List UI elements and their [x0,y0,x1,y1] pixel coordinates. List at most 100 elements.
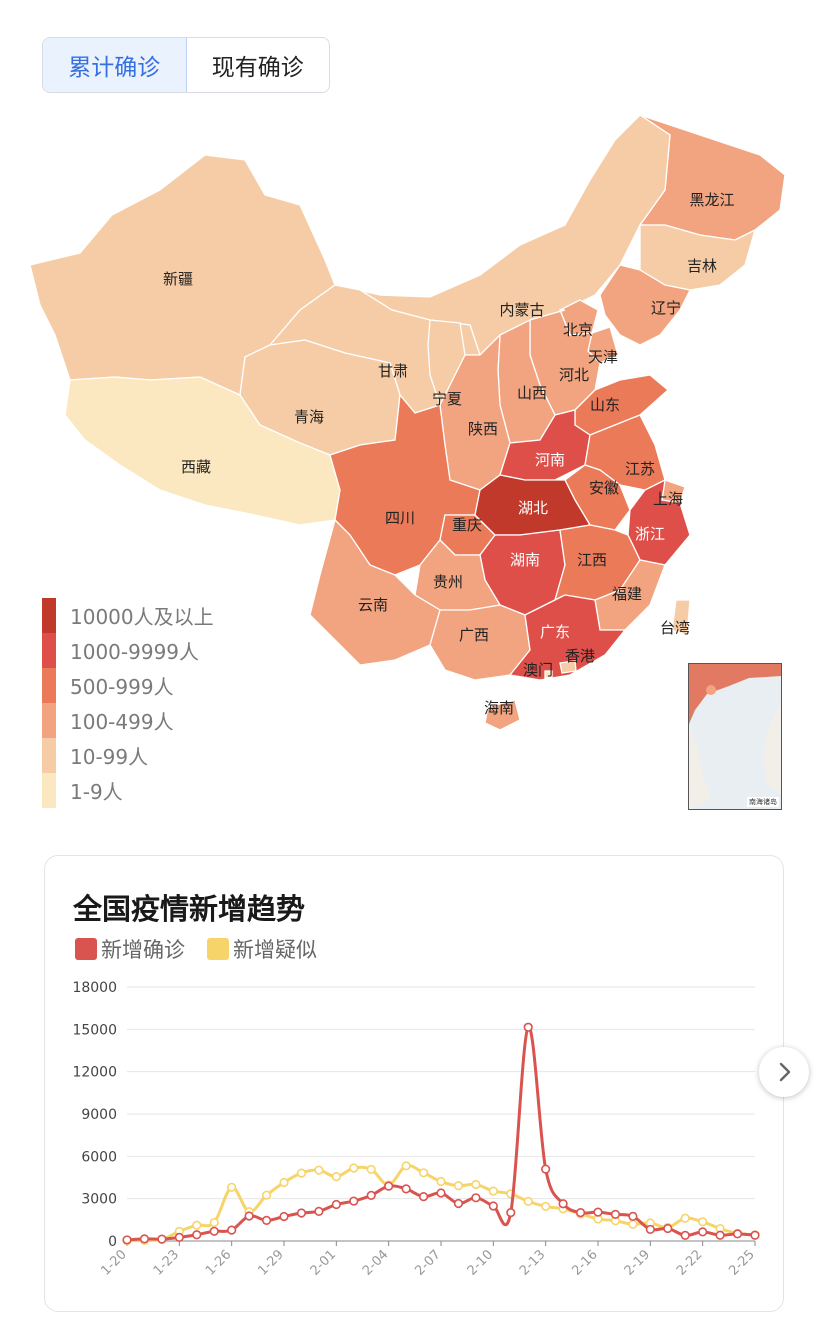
data-point[interactable] [453,1181,464,1191]
data-point[interactable] [698,1217,708,1227]
data-point[interactable] [227,1182,237,1192]
data-point[interactable] [349,1163,359,1173]
y-tick-label: 6000 [81,1149,117,1165]
province-label: 香港 [565,647,595,665]
legend-row-100-499[interactable]: 100-499人 [42,703,214,738]
data-point[interactable] [244,1211,254,1221]
data-point[interactable] [296,1208,307,1218]
x-tick-label: 1-26 [203,1247,234,1278]
data-point[interactable] [628,1219,638,1229]
data-point[interactable] [331,1172,341,1182]
data-point[interactable] [453,1198,464,1209]
data-point[interactable] [680,1213,690,1223]
next-chart-button[interactable] [759,1047,809,1097]
data-point[interactable] [506,1207,516,1218]
map-regions [29,114,786,731]
legend-item-new-suspected[interactable]: 新增疑似 [207,934,317,964]
data-point[interactable] [157,1234,167,1244]
inset-island [706,685,716,695]
data-point[interactable] [261,1215,272,1226]
data-point[interactable] [680,1230,690,1240]
data-point[interactable] [314,1206,324,1216]
data-point[interactable] [645,1224,655,1235]
data-point[interactable] [384,1181,394,1191]
data-point[interactable] [418,1168,429,1178]
data-point[interactable] [575,1208,586,1218]
data-point[interactable] [471,1193,481,1203]
data-point[interactable] [436,1188,446,1198]
province-湖北[interactable] [474,474,592,536]
legend-swatch [42,738,56,773]
x-tick-label: 1-29 [255,1247,286,1278]
province-辽宁[interactable] [599,264,691,346]
data-point[interactable] [488,1201,498,1211]
data-point[interactable] [750,1230,760,1240]
data-point[interactable] [139,1234,150,1244]
legend-row-10000-plus[interactable]: 10000人及以上 [42,598,214,633]
data-point[interactable] [331,1199,341,1210]
legend-row-500-999[interactable]: 500-999人 [42,668,214,703]
data-point[interactable] [366,1190,376,1200]
data-point[interactable] [366,1164,376,1175]
data-point[interactable] [628,1211,638,1221]
south-china-sea-inset: 南海诸岛 [688,663,782,810]
province-台湾[interactable] [671,599,691,636]
legend-row-1-9[interactable]: 1-9人 [42,773,214,808]
data-point[interactable] [593,1207,603,1217]
data-point[interactable] [279,1211,289,1222]
data-point[interactable] [227,1225,237,1235]
province-label: 甘肃 [378,362,408,380]
data-point[interactable] [663,1223,673,1234]
province-海南[interactable] [484,699,521,731]
province-label: 浙江 [635,525,665,543]
legend-item-new-confirmed[interactable]: 新增确诊 [75,934,185,964]
data-point[interactable] [541,1164,551,1174]
data-point[interactable] [401,1184,411,1194]
data-point[interactable] [279,1177,289,1188]
data-point[interactable] [610,1209,621,1219]
data-point[interactable] [732,1229,743,1239]
legend-row-1000-9999[interactable]: 1000-9999人 [42,633,214,668]
data-point[interactable] [209,1217,219,1228]
data-point[interactable] [192,1230,202,1240]
province-label: 西藏 [181,458,211,476]
data-point[interactable] [436,1176,446,1187]
data-point[interactable] [174,1232,184,1242]
data-point[interactable] [558,1199,568,1209]
data-point[interactable] [349,1196,359,1206]
data-point[interactable] [698,1227,708,1237]
province-label: 广西 [459,626,489,644]
x-tick-label: 2-13 [517,1247,548,1278]
data-point[interactable] [523,1022,533,1032]
data-point[interactable] [488,1186,498,1196]
legend-row-10-99[interactable]: 10-99人 [42,738,214,773]
tab-current-confirmed[interactable]: 现有确诊 [211,55,304,81]
province-label: 广东 [540,623,570,641]
data-point[interactable] [192,1220,202,1230]
province-广东[interactable] [508,594,627,681]
data-point[interactable] [261,1190,272,1200]
chevron-right-icon [779,1062,791,1082]
inset-caption: 南海诸岛 [747,797,779,807]
data-point[interactable] [471,1179,481,1190]
data-point[interactable] [209,1226,219,1236]
data-point[interactable] [541,1201,551,1212]
data-point[interactable] [715,1230,725,1240]
data-point[interactable] [314,1165,324,1175]
province-label: 宁夏 [432,390,462,408]
data-point[interactable] [122,1235,132,1245]
data-point[interactable] [401,1161,411,1171]
data-point[interactable] [523,1196,533,1206]
legend-label: 1000-9999人 [70,640,200,664]
data-point[interactable] [296,1168,307,1178]
province-label: 湖南 [510,551,540,569]
province-澳门[interactable] [544,670,553,679]
data-point[interactable] [418,1192,429,1202]
province-香港[interactable] [559,660,577,674]
tab-cumulative-confirmed[interactable]: 累计确诊 [43,38,187,92]
province-label: 安徽 [589,479,619,497]
province-label: 河南 [535,451,565,469]
legend-swatch [42,668,56,703]
province-label: 云南 [358,596,388,614]
y-tick-label: 12000 [72,1065,117,1081]
